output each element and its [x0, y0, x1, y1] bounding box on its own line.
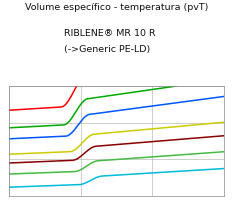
Text: Volume específico - temperatura (pvT): Volume específico - temperatura (pvT) [25, 3, 208, 12]
Text: RIBLENE® MR 10 R: RIBLENE® MR 10 R [64, 29, 155, 38]
Text: (->Generic PE-LD): (->Generic PE-LD) [64, 45, 150, 54]
